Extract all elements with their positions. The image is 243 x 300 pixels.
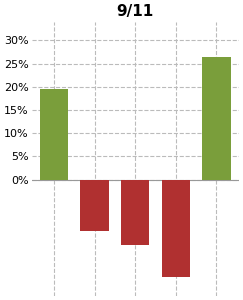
Bar — [202, 57, 231, 180]
Bar — [121, 180, 149, 245]
Title: 9/11: 9/11 — [117, 4, 154, 19]
Bar — [162, 180, 190, 277]
Bar — [80, 180, 109, 231]
Bar — [40, 89, 68, 180]
